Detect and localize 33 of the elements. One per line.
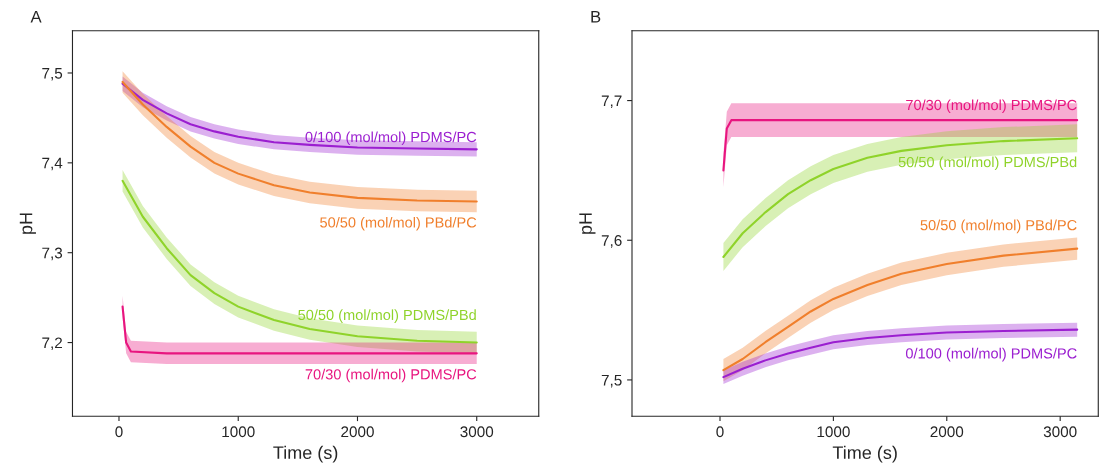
x-tick-label: 0 (716, 426, 724, 438)
line-series (121, 305, 478, 355)
y-axis-title: pH (579, 213, 596, 234)
x-tick-label: 3000 (1043, 426, 1077, 438)
series-label: 0/100 (mol/mol) PDMS/PC (905, 347, 1077, 362)
line-series (722, 328, 1079, 379)
series-label: 70/30 (mol/mol) PDMS/PC (305, 368, 477, 383)
y-tick-label: 7,5 (42, 68, 63, 81)
series-label: 50/50 (mol/mol) PDMS/PBd (898, 156, 1077, 171)
x-axis-title: Time (s) (832, 445, 897, 463)
y-tick-label: 7,4 (42, 157, 63, 171)
y-tick-label: 7,5 (601, 374, 622, 388)
y-axis-title: pH (19, 213, 36, 234)
series-label: 70/30 (mol/mol) PDMS/PC (906, 99, 1077, 114)
chart-title: B (591, 10, 601, 23)
x-axis-title: Time (s) (273, 445, 338, 463)
x-tick-label: 0 (115, 426, 123, 438)
y-tick-label: 7,3 (42, 247, 63, 261)
line-series (121, 82, 478, 151)
series-label: 50/50 (mol/mol) PDMS/PBd (298, 309, 476, 323)
series-label: 50/50 (mol/mol) PBd/PC (920, 219, 1077, 234)
line-series (722, 137, 1079, 259)
x-tick-label: 2000 (930, 426, 964, 438)
x-tick-label: 2000 (341, 426, 374, 438)
y-tick-label: 7,7 (601, 95, 622, 109)
y-tick-label: 7,2 (42, 337, 62, 351)
chart-title: A (30, 10, 42, 23)
x-tick-label: 1000 (817, 426, 850, 438)
series-label: 50/50 (mol/mol) PBd/PC (320, 216, 477, 231)
x-tick-label: 1000 (222, 426, 255, 438)
y-tick-label: 7,6 (601, 235, 622, 248)
series-label: 0/100 (mol/mol) PDMS/PC (305, 131, 477, 146)
x-tick-label: 3000 (460, 426, 494, 438)
